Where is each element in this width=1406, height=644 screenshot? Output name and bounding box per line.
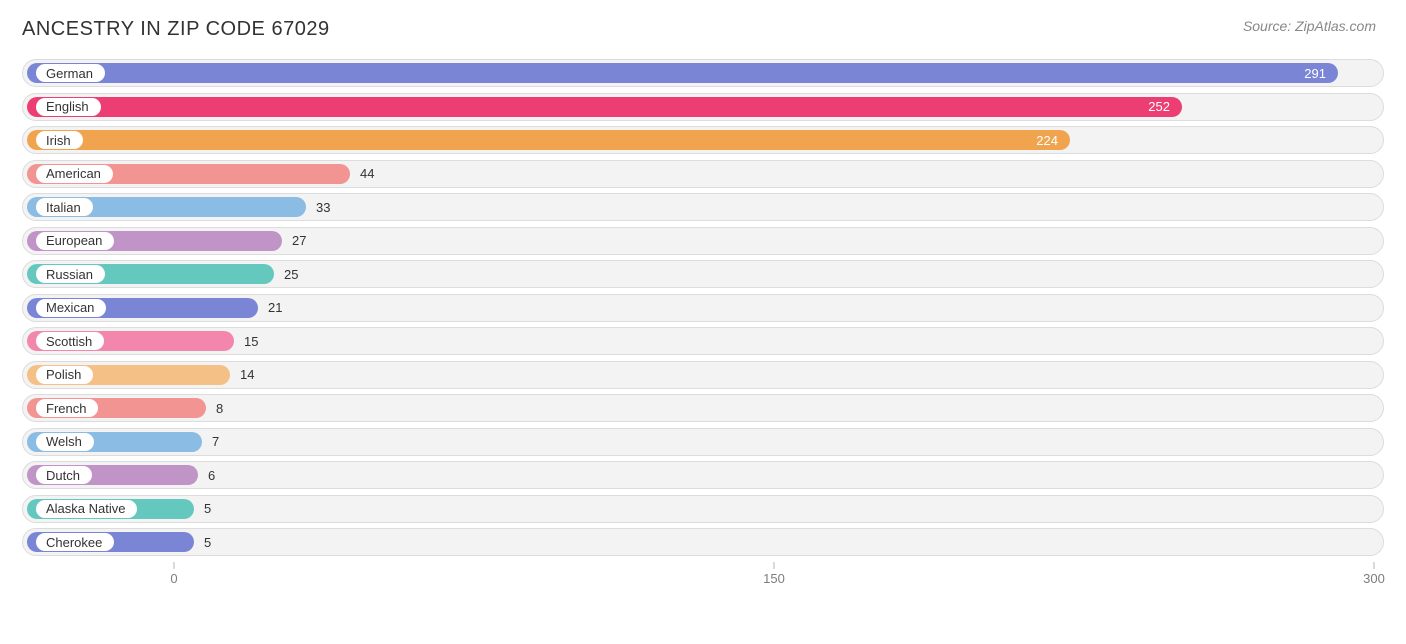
bar-row: Irish 224 bbox=[22, 126, 1384, 154]
bar-label-pill: Italian bbox=[36, 198, 93, 216]
bar-label: Mexican bbox=[46, 300, 94, 315]
ancestry-chart: ANCESTRY IN ZIP CODE 67029 Source: ZipAt… bbox=[0, 0, 1406, 644]
x-axis-tick: 300 bbox=[1374, 562, 1375, 586]
bar-row: American 44 bbox=[22, 160, 1384, 188]
bar-value: 14 bbox=[240, 361, 254, 389]
bar-row: French 8 bbox=[22, 394, 1384, 422]
bar-track bbox=[22, 394, 1384, 422]
bar-row: Alaska Native 5 bbox=[22, 495, 1384, 523]
bar-row: Italian 33 bbox=[22, 193, 1384, 221]
bar-value: 5 bbox=[204, 495, 211, 523]
bar-value: 21 bbox=[268, 294, 282, 322]
bar-label: Dutch bbox=[46, 468, 80, 483]
bar-label: German bbox=[46, 66, 93, 81]
bar-label-pill: French bbox=[36, 399, 98, 417]
bar-value: 44 bbox=[360, 160, 374, 188]
bar-label: European bbox=[46, 233, 102, 248]
bar-label: Alaska Native bbox=[46, 501, 125, 516]
bar-value: 8 bbox=[216, 394, 223, 422]
x-axis-tick: 150 bbox=[774, 562, 775, 586]
bar-value: 291 bbox=[1304, 59, 1326, 87]
bar-label-pill: Scottish bbox=[36, 332, 104, 350]
bar-label-pill: Alaska Native bbox=[36, 500, 137, 518]
bar-row: European 27 bbox=[22, 227, 1384, 255]
bar-value: 5 bbox=[204, 528, 211, 556]
bar-label-pill: Dutch bbox=[36, 466, 92, 484]
bar-track bbox=[22, 461, 1384, 489]
bar-label-pill: Polish bbox=[36, 366, 93, 384]
x-axis-tick: 0 bbox=[174, 562, 175, 586]
bar bbox=[27, 97, 1182, 117]
bar-value: 252 bbox=[1148, 93, 1170, 121]
bar-value: 33 bbox=[316, 193, 330, 221]
bar-label-pill: Irish bbox=[36, 131, 83, 149]
bar-track bbox=[22, 528, 1384, 556]
bar-row: Welsh 7 bbox=[22, 428, 1384, 456]
bar-row: English 252 bbox=[22, 93, 1384, 121]
tick-label: 150 bbox=[763, 571, 785, 586]
bar-label-pill: Cherokee bbox=[36, 533, 114, 551]
bar-label-pill: American bbox=[36, 165, 113, 183]
bar-label-pill: Welsh bbox=[36, 433, 94, 451]
tick-label: 300 bbox=[1363, 571, 1385, 586]
bar-label-pill: Mexican bbox=[36, 299, 106, 317]
bar-value: 25 bbox=[284, 260, 298, 288]
tick-mark bbox=[1374, 562, 1375, 569]
bar-label: French bbox=[46, 401, 86, 416]
bar-row: German 291 bbox=[22, 59, 1384, 87]
chart-source: Source: ZipAtlas.com bbox=[1243, 18, 1376, 34]
bar-label: Italian bbox=[46, 200, 81, 215]
bar-label: Irish bbox=[46, 133, 71, 148]
bar-label-pill: European bbox=[36, 232, 114, 250]
bar-label: American bbox=[46, 166, 101, 181]
bar-track bbox=[22, 428, 1384, 456]
bar-row: Dutch 6 bbox=[22, 461, 1384, 489]
bar-row: Russian 25 bbox=[22, 260, 1384, 288]
bar-value: 15 bbox=[244, 327, 258, 355]
tick-mark bbox=[774, 562, 775, 569]
x-axis: 0 150 300 bbox=[22, 562, 1384, 588]
bar-track bbox=[22, 495, 1384, 523]
bar-label: Russian bbox=[46, 267, 93, 282]
bar-row: Scottish 15 bbox=[22, 327, 1384, 355]
tick-label: 0 bbox=[170, 571, 177, 586]
chart-header: ANCESTRY IN ZIP CODE 67029 Source: ZipAt… bbox=[22, 18, 1384, 41]
bar-row: Polish 14 bbox=[22, 361, 1384, 389]
tick-mark bbox=[174, 562, 175, 569]
bar bbox=[27, 130, 1070, 150]
bars-area: German 291 English 252 Irish 224 American 44 Ita… bbox=[22, 59, 1384, 556]
bar-label-pill: Russian bbox=[36, 265, 105, 283]
bar-value: 224 bbox=[1036, 126, 1058, 154]
bar-label: Cherokee bbox=[46, 535, 102, 550]
bar-label: English bbox=[46, 99, 89, 114]
bar-value: 27 bbox=[292, 227, 306, 255]
bar-value: 7 bbox=[212, 428, 219, 456]
bar-label-pill: German bbox=[36, 64, 105, 82]
bar-row: Cherokee 5 bbox=[22, 528, 1384, 556]
bar bbox=[27, 63, 1338, 83]
chart-title: ANCESTRY IN ZIP CODE 67029 bbox=[22, 18, 330, 41]
bar-value: 6 bbox=[208, 461, 215, 489]
bar-label: Welsh bbox=[46, 434, 82, 449]
bar-label: Scottish bbox=[46, 334, 92, 349]
bar-row: Mexican 21 bbox=[22, 294, 1384, 322]
bar-label-pill: English bbox=[36, 98, 101, 116]
bar-label: Polish bbox=[46, 367, 81, 382]
